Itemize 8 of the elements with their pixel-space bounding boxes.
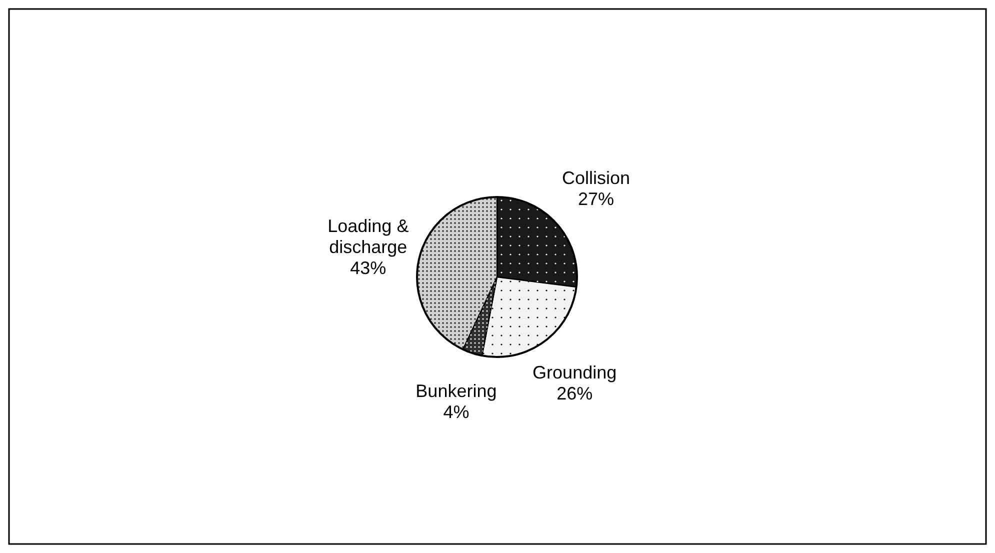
slice-label: Grounding <box>532 362 617 382</box>
slice-label: Bunkering <box>416 380 497 401</box>
data-label: 43% <box>350 258 386 278</box>
data-label: 26% <box>556 383 593 404</box>
data-label: 4% <box>443 402 470 422</box>
slice-label: Loading & discharge <box>328 216 409 257</box>
slice-label: Collision <box>562 168 630 188</box>
data-label: 27% <box>578 188 614 209</box>
